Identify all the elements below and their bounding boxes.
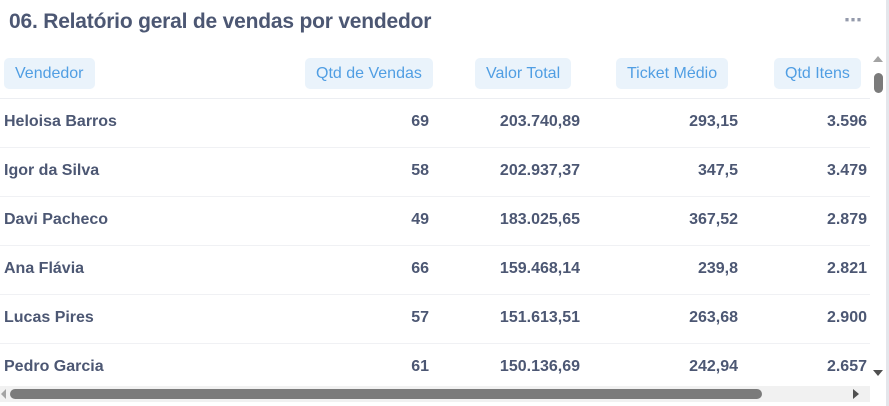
table-row: Davi Pacheco 49 183.025,65 367,52 2.879 [0,197,870,246]
cell-qtd-vendas: 58 [411,162,429,179]
cell-valor-total: 150.136,69 [499,358,580,375]
cell-qtd-itens: 2.900 [826,309,867,326]
cell-ticket-medio: 239,8 [697,260,738,277]
cell-vendedor[interactable]: Ana Flávia [4,260,85,277]
table-row: Igor da Silva 58 202.937,37 347,5 3.479 [0,148,870,197]
cell-vendedor[interactable]: Heloisa Barros [4,113,117,130]
vertical-scrollbar[interactable] [870,56,886,386]
table-row: Ana Flávia 66 159.468,14 239,8 2.821 [0,246,870,295]
cell-vendedor[interactable]: Lucas Pires [4,309,94,326]
cell-ticket-medio: 347,5 [697,162,738,179]
cell-vendedor[interactable]: Igor da Silva [4,162,100,179]
cell-valor-total: 151.613,51 [499,309,580,326]
cell-ticket-medio: 242,94 [689,358,738,375]
cell-valor-total: 183.025,65 [499,211,580,228]
cell-qtd-itens: 3.596 [826,113,867,130]
horizontal-scrollbar[interactable] [0,386,870,402]
column-header-valor-total[interactable]: Valor Total [475,58,572,89]
column-header-ticket-medio[interactable]: Ticket Médio [616,58,729,89]
column-header-vendedor[interactable]: Vendedor [4,58,95,89]
cell-qtd-itens: 2.821 [826,260,867,277]
table-row: Lucas Pires 57 151.613,51 263,68 2.900 [0,295,870,344]
card-title: 06. Relatório geral de vendas por vended… [9,10,432,33]
cell-ticket-medio: 367,52 [689,211,738,228]
cell-ticket-medio: 263,68 [689,309,738,326]
table-body: Heloisa Barros 69 203.740,89 293,15 3.59… [0,99,870,384]
arrow-up-icon[interactable] [873,56,883,62]
cell-valor-total: 159.468,14 [499,260,580,277]
cell-vendedor[interactable]: Pedro Garcia [4,358,104,375]
cell-qtd-vendas: 61 [411,358,429,375]
arrow-down-icon[interactable] [873,370,883,376]
ellipsis-icon[interactable]: ⋯ [844,10,862,30]
table-row: Heloisa Barros 69 203.740,89 293,15 3.59… [0,99,870,148]
cell-qtd-vendas: 57 [411,309,429,326]
column-header-qtd-itens[interactable]: Qtd Itens [774,58,861,89]
cell-qtd-vendas: 69 [411,113,429,130]
cell-ticket-medio: 293,15 [689,113,738,130]
arrow-left-icon[interactable] [1,389,6,399]
vertical-scroll-thumb[interactable] [874,73,883,93]
column-header-qtd-vendas[interactable]: Qtd de Vendas [305,58,433,89]
cell-qtd-itens: 2.657 [826,358,867,375]
cell-qtd-vendas: 66 [411,260,429,277]
cell-qtd-itens: 2.879 [826,211,867,228]
cell-qtd-itens: 3.479 [826,162,867,179]
table-row: Pedro Garcia 61 150.136,69 242,94 2.657 [0,344,870,384]
table-header: Vendedor Qtd de Vendas Valor Total Ticke… [0,56,870,99]
cell-valor-total: 202.937,37 [499,162,580,179]
cell-valor-total: 203.740,89 [499,113,580,130]
window-edge-divider [886,0,889,406]
horizontal-scroll-thumb[interactable] [10,389,762,399]
arrow-right-icon[interactable] [853,389,859,399]
cell-vendedor[interactable]: Davi Pacheco [4,211,109,228]
cell-qtd-vendas: 49 [411,211,429,228]
